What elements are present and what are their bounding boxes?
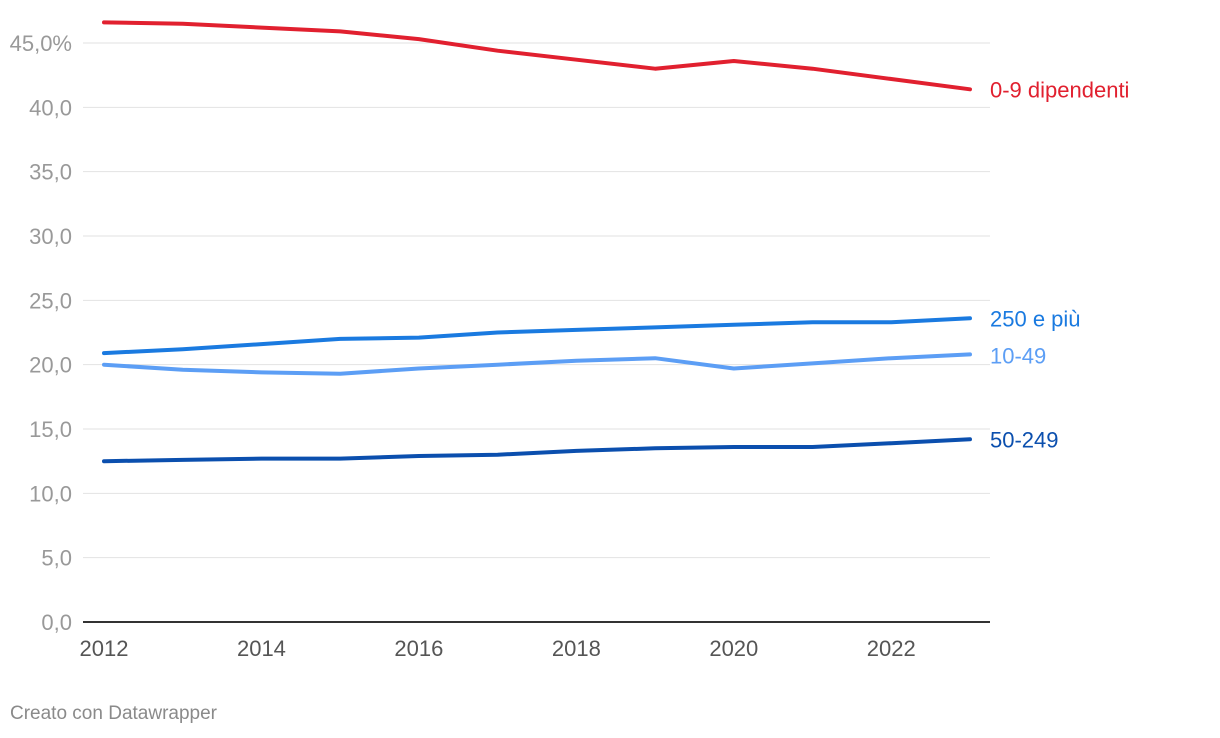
y-tick-label: 20,0 xyxy=(29,353,72,378)
y-tick-label: 45,0% xyxy=(10,31,72,56)
credit-text: Creato con Datawrapper xyxy=(10,703,217,724)
y-tick-label: 0,0 xyxy=(41,610,72,635)
x-tick-label: 2018 xyxy=(552,636,601,661)
x-tick-label: 2014 xyxy=(237,636,286,661)
x-axis-ticks: 2012 2014 2016 2018 2020 2022 xyxy=(80,636,916,661)
x-tick-label: 2020 xyxy=(709,636,758,661)
series-labels: 0-9 dipendenti 250 e più 10-49 50-249 xyxy=(990,77,1129,452)
y-tick-label: 30,0 xyxy=(29,224,72,249)
series-label-10-49: 10-49 xyxy=(990,343,1046,368)
series-line-50-249 xyxy=(102,437,972,464)
y-tick-label: 5,0 xyxy=(41,546,72,571)
series-label-50-249: 50-249 xyxy=(990,427,1059,452)
y-tick-label: 40,0 xyxy=(29,95,72,120)
y-tick-label: 10,0 xyxy=(29,481,72,506)
y-tick-label: 25,0 xyxy=(29,288,72,313)
x-tick-label: 2022 xyxy=(867,636,916,661)
x-tick-label: 2012 xyxy=(80,636,129,661)
series-line-10-49 xyxy=(102,352,972,376)
series-line-250-e-pi xyxy=(102,316,972,356)
y-tick-label: 35,0 xyxy=(29,160,72,185)
series-label-0-9-dipendenti: 0-9 dipendenti xyxy=(990,77,1129,102)
series-line-0-9-dipendenti xyxy=(102,20,972,92)
y-axis-ticks: 0,0 5,0 10,0 15,0 20,0 25,0 30,0 35,0 40,0 45,0% xyxy=(10,31,72,635)
y-tick-label: 15,0 xyxy=(29,417,72,442)
series-label-250-e-pi: 250 e più xyxy=(990,306,1081,331)
series-layer xyxy=(102,20,972,464)
x-tick-label: 2016 xyxy=(394,636,443,661)
